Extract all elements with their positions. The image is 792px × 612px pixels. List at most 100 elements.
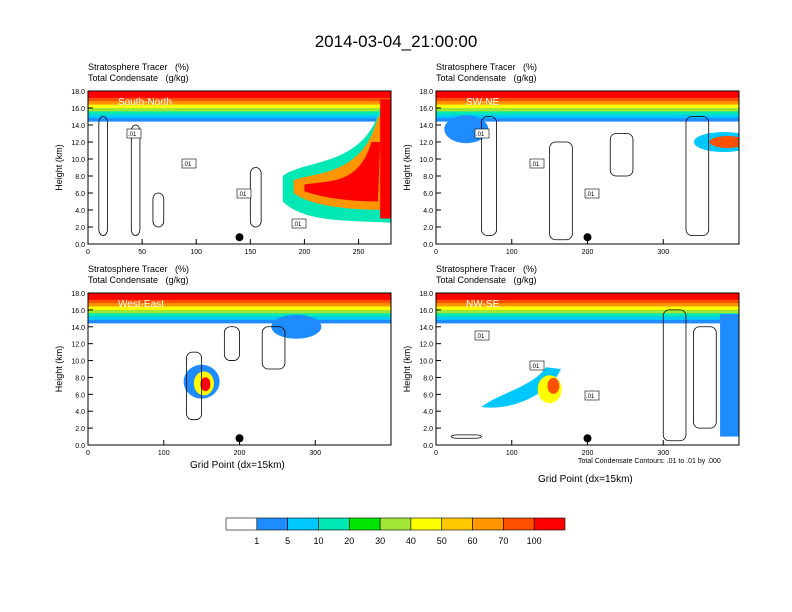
panel-1-xtick-label: 50 xyxy=(138,249,146,256)
panel-2-contour-label: .01 xyxy=(476,132,485,138)
panel-1-contour-label-box xyxy=(291,218,307,229)
panel-4-ytick-label: 16.0 xyxy=(419,308,433,315)
panel-4-location-marker xyxy=(583,434,592,443)
panel-2-condensate-contour xyxy=(549,141,573,241)
panel-2-contour-label-box xyxy=(474,128,490,139)
panel-3-xtick-label: 300 xyxy=(309,450,321,457)
panel-4-tracer-label: Stratosphere Tracer (%) xyxy=(436,264,538,274)
panel-1-ytick-label: 16.0 xyxy=(71,106,85,113)
panel-2-contour-label-box xyxy=(529,158,545,169)
panel-4-condensate-contour xyxy=(450,434,482,439)
panel-3-xlabel: Grid Point (dx=15km) xyxy=(190,460,285,471)
panel-2-condensate-contour xyxy=(685,116,710,236)
panel-1-condensate-contour xyxy=(98,116,108,236)
panel-1-contour-label: .01 xyxy=(238,192,247,198)
colorbar-swatch xyxy=(348,517,381,531)
colorbar-swatch xyxy=(256,517,288,531)
panel-4-plot: .01 .01 .01 NW-SE xyxy=(436,293,739,445)
panel-2-ytick-label: 4.0 xyxy=(423,208,433,215)
panel-2-ytick-label: 10.0 xyxy=(419,157,433,164)
panel-2-contour-label: .01 xyxy=(531,162,540,168)
panel-2-xtick-label: 300 xyxy=(657,249,669,256)
panel-4-contour-label-box xyxy=(474,330,490,341)
colorbar-label: 1 xyxy=(254,536,259,546)
panel-4-ytick-label: 18.0 xyxy=(419,291,433,298)
panel-2-ylabel: Height (km) xyxy=(402,144,412,191)
panel-2-tracer-intrusion-core xyxy=(709,136,739,148)
panel-3-location-marker xyxy=(235,434,244,443)
panel-1-condensate-label: Total Condensate (g/kg) xyxy=(88,73,189,83)
panel-3-xtick-label: 200 xyxy=(234,450,246,457)
panel-4-section-name: NW-SE xyxy=(466,299,499,310)
colorbar-label: 50 xyxy=(437,536,447,546)
panel-2-ytick-label: 6.0 xyxy=(423,191,433,198)
colorbar-label: 5 xyxy=(285,536,290,546)
panel-1-ytick-label: 14.0 xyxy=(71,123,85,130)
colorbar-label: 20 xyxy=(344,536,354,546)
panel-4-heading: Stratosphere Tracer (%) Total Condensate… xyxy=(436,264,537,286)
panel-1-location-marker xyxy=(235,233,244,242)
panel-2-xtick-label: 100 xyxy=(506,249,518,256)
panel-2-contour-label: .01 xyxy=(586,192,595,198)
panel-4-ytick-label: 14.0 xyxy=(419,325,433,332)
panel-2-tracer-label: Stratosphere Tracer (%) xyxy=(436,62,538,72)
panel-2-ytick-label: 8.0 xyxy=(423,174,433,181)
panel-1-tracer-intrusion-core xyxy=(304,142,381,202)
colorbar-swatch xyxy=(472,517,504,531)
panel-3-ytick-label: 0.0 xyxy=(75,443,85,450)
panel-1-tracer-label: Stratosphere Tracer (%) xyxy=(88,62,190,72)
colorbar-swatch xyxy=(225,517,258,531)
panel-4-tracer-band xyxy=(436,293,739,300)
colorbar-swatch xyxy=(441,517,473,531)
panel-3-ytick-label: 6.0 xyxy=(75,392,85,399)
panel-1-xtick-label: 100 xyxy=(190,249,202,256)
panel-3-xtick-label: 100 xyxy=(158,450,170,457)
panel-1-section-name: South-North xyxy=(118,97,172,108)
colorbar-label: 70 xyxy=(498,536,508,546)
panel-2-plot: .01 .01 .01 SW-NE xyxy=(436,91,739,244)
panel-1-ytick-label: 0.0 xyxy=(75,242,85,249)
panel-2-xtick-label: 0 xyxy=(434,249,438,256)
panel-4-tracer-intrusion-core xyxy=(547,377,560,394)
panel-4-condensate-contour xyxy=(693,326,717,429)
panel-4-contour-label-box xyxy=(584,390,600,401)
panel-2-heading: Stratosphere Tracer (%) Total Condensate… xyxy=(436,62,537,84)
panel-2-condensate-contour xyxy=(481,116,498,236)
panel-2-tracer-band xyxy=(436,91,739,98)
panel-3-tracer-label: Stratosphere Tracer (%) xyxy=(88,264,190,274)
panel-2-ytick-label: 12.0 xyxy=(419,140,433,147)
panel-1-contour-label: .01 xyxy=(128,132,137,138)
panel-1-ytick-label: 18.0 xyxy=(71,89,85,96)
panel-1-xtick-label: 150 xyxy=(244,249,256,256)
contour-note: Total Condensate Contours: .01 to .01 by… xyxy=(578,458,721,465)
panel-3-condensate-label: Total Condensate (g/kg) xyxy=(88,275,189,285)
panel-2-condensate-label: Total Condensate (g/kg) xyxy=(436,73,537,83)
panel-4-contour-label: .01 xyxy=(476,334,485,340)
panel-3-xtick-label: 0 xyxy=(86,450,90,457)
colorbar-label: 100 xyxy=(527,536,542,546)
panel-1-contour-label: .01 xyxy=(183,162,192,168)
panel-2-contour-label-box xyxy=(584,188,600,199)
panel-4-ytick-label: 8.0 xyxy=(423,375,433,382)
panel-4-xlabel: Grid Point (dx=15km) xyxy=(538,474,633,485)
panel-3-ytick-label: 12.0 xyxy=(71,342,85,349)
panel-2-location-marker xyxy=(583,233,592,242)
panel-1-xtick-label: 200 xyxy=(299,249,311,256)
panel-1-ytick-label: 12.0 xyxy=(71,140,85,147)
panel-4-ytick-label: 2.0 xyxy=(423,426,433,433)
panel-4-xtick-label: 200 xyxy=(582,450,594,457)
panel-4-tracer-intrusion-outer xyxy=(481,367,561,408)
panel-4-ytick-label: 12.0 xyxy=(419,342,433,349)
panel-1-tracer-edge xyxy=(380,99,391,219)
colorbar-label: 30 xyxy=(375,536,385,546)
panel-4-ylabel: Height (km) xyxy=(402,346,412,393)
colorbar-swatch xyxy=(533,517,566,531)
colorbar-swatch xyxy=(503,517,535,531)
panel-4-xtick-label: 300 xyxy=(657,450,669,457)
panel-1-condensate-contour xyxy=(130,124,141,236)
panel-1-contour-label-box xyxy=(126,128,142,139)
panel-2-section-name: SW-NE xyxy=(466,97,499,108)
panel-3-ytick-label: 8.0 xyxy=(75,375,85,382)
colorbar-label: 10 xyxy=(313,536,323,546)
panel-1-ytick-label: 4.0 xyxy=(75,208,85,215)
